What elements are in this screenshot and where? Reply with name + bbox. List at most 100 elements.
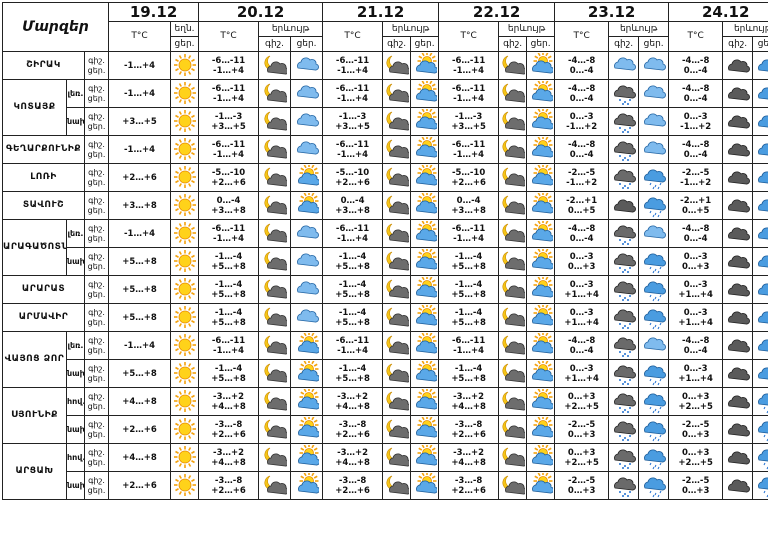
cloud-rain-icon bbox=[639, 277, 668, 303]
night-temp: -5…-10 bbox=[323, 168, 382, 178]
dark-cloud-icon bbox=[723, 249, 752, 275]
weather-icon-cell bbox=[259, 80, 291, 108]
night-temp: 0…-3 bbox=[555, 280, 608, 290]
cloud-rain-icon bbox=[639, 417, 668, 443]
moon-cloud-icon bbox=[383, 249, 410, 275]
weather-icon-cell bbox=[411, 164, 439, 192]
sun-icon bbox=[171, 81, 198, 107]
cloud-sun-icon bbox=[411, 305, 438, 331]
night-label: գիշ. bbox=[85, 476, 108, 486]
temperature-cell: -6…-11-1…+4 bbox=[199, 220, 259, 248]
day-temp: 0…+3 bbox=[669, 486, 722, 496]
day-temp: 0…-4 bbox=[555, 346, 608, 356]
temperature-cell: 0…+3+2…+5 bbox=[669, 444, 723, 472]
cloud-icon bbox=[753, 361, 768, 387]
cloud-snow-icon bbox=[609, 53, 638, 79]
temperature-cell: -1…-4+5…+8 bbox=[323, 248, 383, 276]
temperature-cell: -1…-4+5…+8 bbox=[323, 304, 383, 332]
cloud-sun-icon bbox=[411, 81, 438, 107]
weather-icon-cell bbox=[639, 416, 669, 444]
subregion-name: հով. bbox=[67, 444, 85, 472]
weather-icon-cell bbox=[639, 52, 669, 80]
day-temp: 0…-4 bbox=[555, 234, 608, 244]
dark-cloud-snow-icon bbox=[609, 361, 638, 387]
sun-icon bbox=[171, 333, 198, 359]
dark-cloud-icon bbox=[723, 417, 752, 443]
night-temp: -4…-8 bbox=[669, 56, 722, 66]
weather-icon-cell bbox=[527, 416, 555, 444]
weather-icon-cell bbox=[499, 192, 527, 220]
night-temp: -2…+1 bbox=[555, 196, 608, 206]
night-temp: 0…+3 bbox=[669, 392, 722, 402]
weather-icon-cell bbox=[171, 444, 199, 472]
moon-cloud-icon bbox=[383, 361, 410, 387]
daynight-labels: գիշ.ցեր. bbox=[85, 416, 109, 444]
day-temp: +4…+8 bbox=[323, 402, 382, 412]
day-temp: +1…+4 bbox=[669, 318, 722, 328]
night-temp: -5…-10 bbox=[199, 168, 258, 178]
night-temp: -5…-10 bbox=[439, 168, 498, 178]
night-temp: -3…-8 bbox=[439, 476, 498, 486]
temperature-cell: 0…-3-1…+2 bbox=[669, 108, 723, 136]
day-label: ցեր. bbox=[85, 346, 108, 356]
temperature-cell: -3…-8+2…+6 bbox=[323, 416, 383, 444]
weather-icon-cell bbox=[259, 52, 291, 80]
day-temp: 0…-4 bbox=[555, 66, 608, 76]
weather-icon-cell bbox=[259, 248, 291, 276]
weather-icon-cell bbox=[527, 220, 555, 248]
day-temp: +1…+4 bbox=[555, 318, 608, 328]
day-temp: 0…+5 bbox=[555, 206, 608, 216]
moon-cloud-icon bbox=[259, 473, 290, 499]
table-row: նախգիշ.ցեր.+5…+8-1…-4+5…+8-1…-4+5…+8-1…-… bbox=[3, 360, 768, 388]
day-temp: 0…-4 bbox=[669, 66, 722, 76]
moon-cloud-icon bbox=[383, 109, 410, 135]
day-temp: -1…+4 bbox=[109, 61, 170, 71]
night-temp: 0…+3 bbox=[669, 448, 722, 458]
dark-cloud-snow-icon bbox=[609, 137, 638, 163]
weather-icon-cell bbox=[609, 416, 639, 444]
moon-cloud-icon bbox=[499, 473, 526, 499]
temperature-cell: +5…+8 bbox=[109, 248, 171, 276]
weather-icon-cell bbox=[723, 108, 753, 136]
cloud-icon bbox=[753, 81, 768, 107]
night-label: գիշ. bbox=[85, 56, 108, 66]
temp-header: T°C bbox=[323, 22, 383, 52]
night-temp: -2…-5 bbox=[555, 168, 608, 178]
weather-icon-cell bbox=[411, 472, 439, 500]
moon-cloud-icon bbox=[499, 53, 526, 79]
weather-icon-cell bbox=[527, 276, 555, 304]
night-temp: 0…-3 bbox=[555, 364, 608, 374]
weather-icon-cell bbox=[171, 164, 199, 192]
weather-icon-cell bbox=[723, 332, 753, 360]
weather-icon-cell bbox=[527, 248, 555, 276]
cloud-icon bbox=[753, 137, 768, 163]
day-temp: +5…+8 bbox=[199, 262, 258, 272]
moon-cloud-icon bbox=[259, 249, 290, 275]
day-temp: +2…+6 bbox=[439, 178, 498, 188]
night-temp: -1…-4 bbox=[439, 308, 498, 318]
temperature-cell: -6…-11-1…+4 bbox=[323, 332, 383, 360]
region-name: ԿՈՏԱՅՔ bbox=[3, 80, 67, 136]
day-label: ցեր. bbox=[85, 178, 108, 188]
day-temp: -1…+4 bbox=[323, 66, 382, 76]
night-temp: -1…-4 bbox=[199, 280, 258, 290]
weather-icon-cell bbox=[639, 304, 669, 332]
weather-icon-cell bbox=[291, 472, 323, 500]
day-temp: +5…+8 bbox=[199, 374, 258, 384]
day-temp: +3…+8 bbox=[323, 206, 382, 216]
day-subheader: ցեր. bbox=[527, 37, 555, 52]
night-temp: 0…-4 bbox=[439, 196, 498, 206]
cloud-sun-icon bbox=[527, 305, 554, 331]
dark-cloud-snow-icon bbox=[609, 277, 638, 303]
day-temp: 0…-4 bbox=[669, 234, 722, 244]
weather-icon-cell bbox=[753, 80, 768, 108]
day-temp: 0…-4 bbox=[555, 150, 608, 160]
night-temp: -6…-11 bbox=[323, 224, 382, 234]
weather-icon-cell bbox=[609, 388, 639, 416]
cloud-snow-icon bbox=[639, 221, 668, 247]
day-temp: -1…+4 bbox=[323, 150, 382, 160]
weather-icon-cell bbox=[609, 360, 639, 388]
cloud-sun-icon bbox=[527, 53, 554, 79]
